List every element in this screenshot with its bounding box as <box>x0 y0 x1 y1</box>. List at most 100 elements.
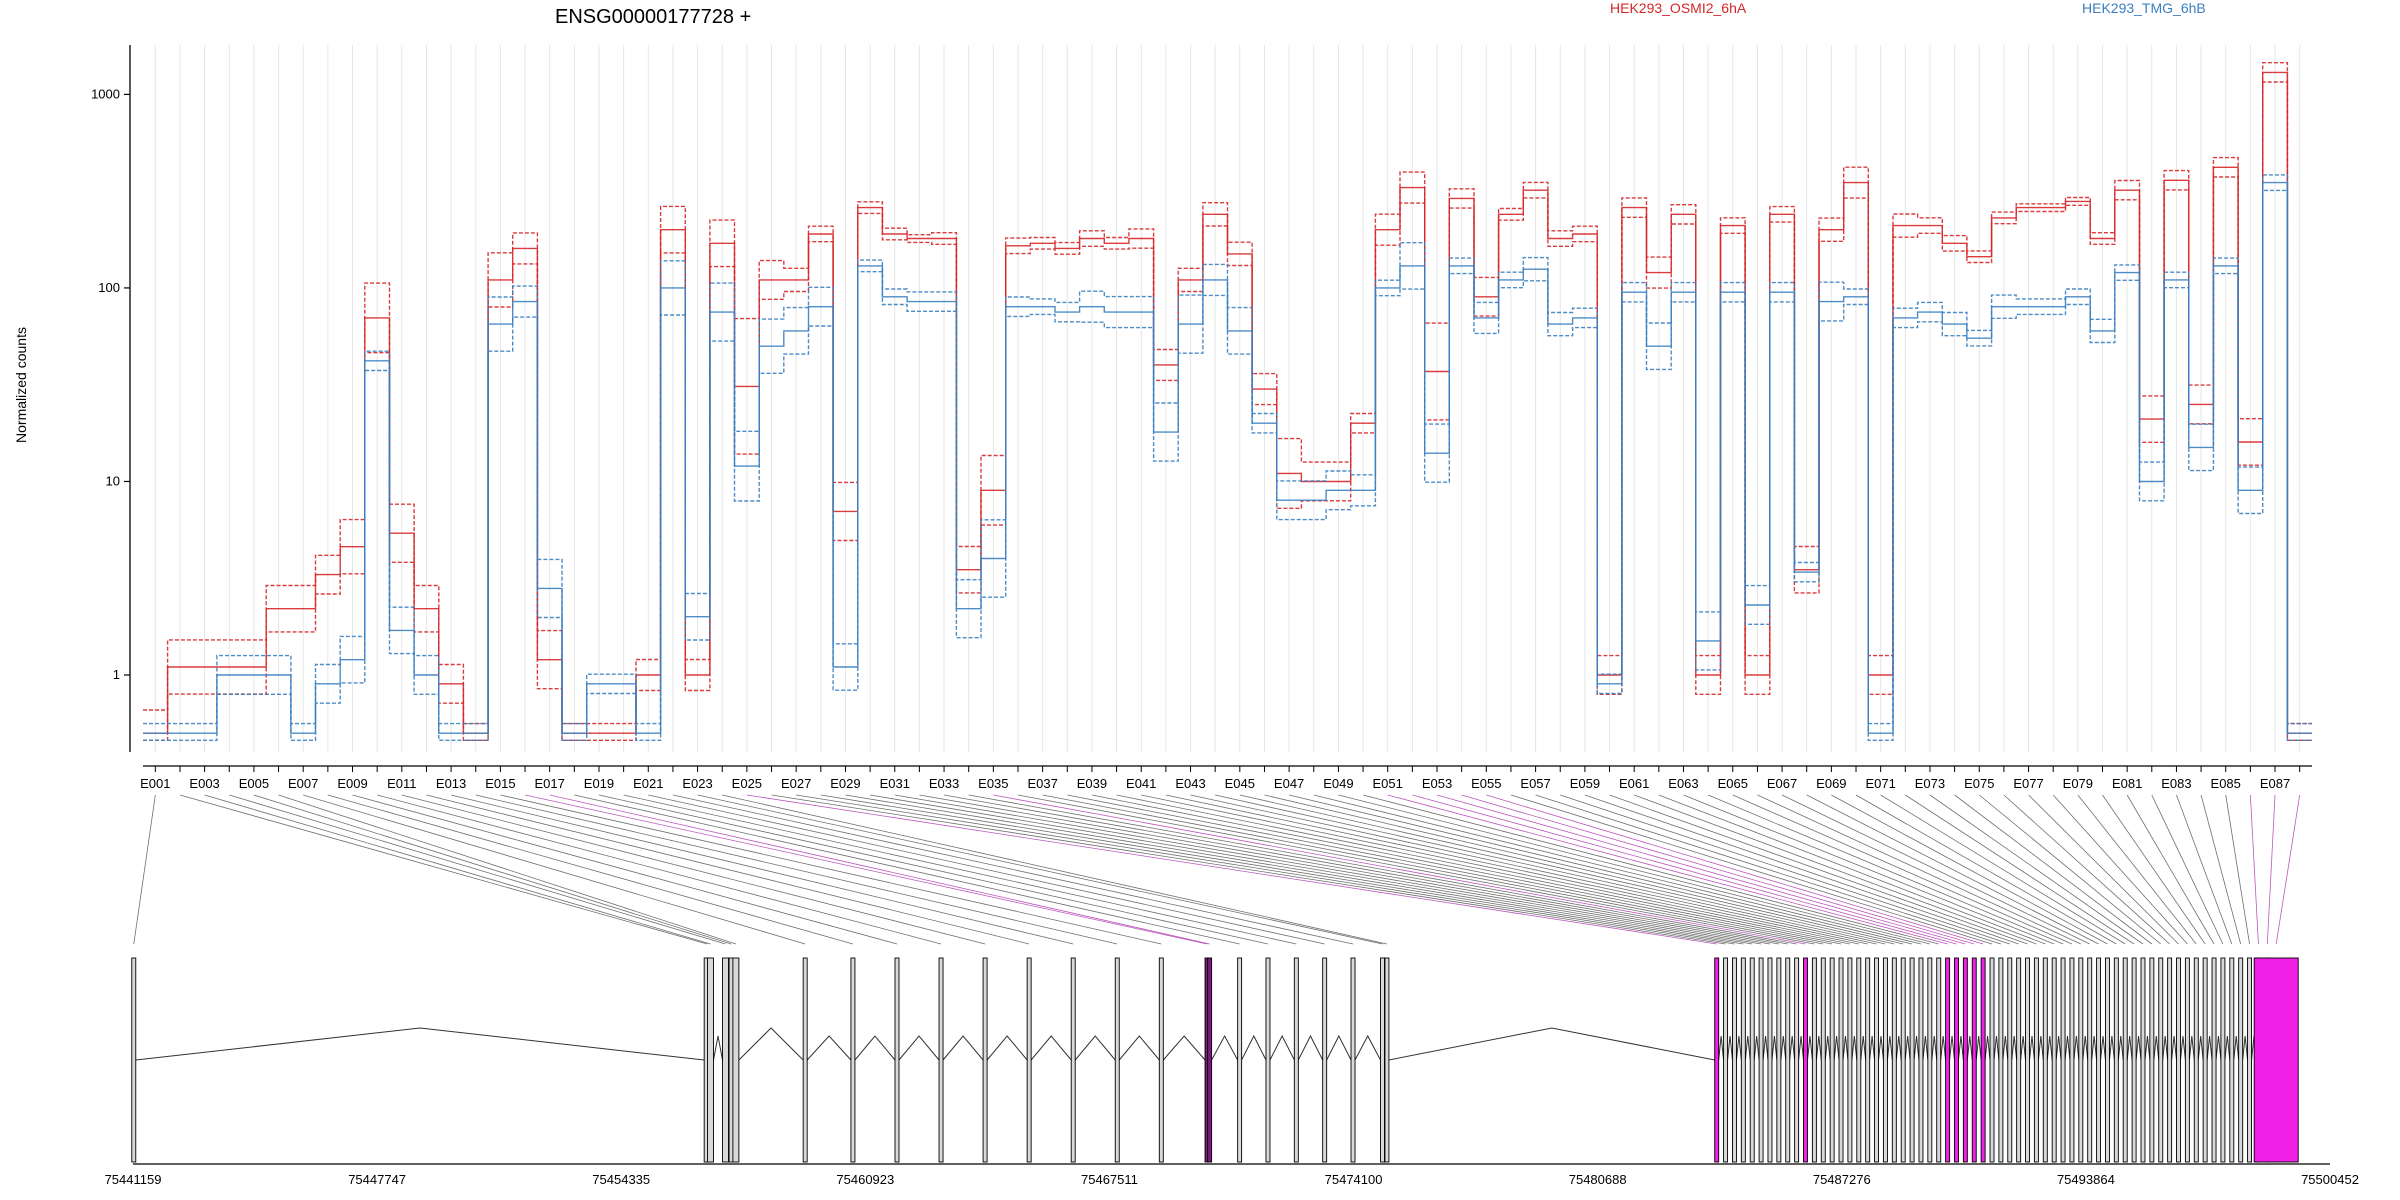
intron <box>1762 1035 1769 1061</box>
exon-connector <box>2275 794 2301 945</box>
exon-tick-label: E041 <box>1126 776 1156 791</box>
series-line <box>143 181 2312 734</box>
exon-box <box>1945 957 1951 1163</box>
exon-tick-label: E075 <box>1964 776 1994 791</box>
exon-tick-label: E039 <box>1077 776 1107 791</box>
exon-box <box>2131 957 2137 1163</box>
exon-box <box>982 957 988 1163</box>
exon-connector <box>1165 794 1868 945</box>
series-line <box>143 81 2312 741</box>
exon-tick-label: E033 <box>929 776 959 791</box>
exon-box <box>2105 957 2110 1163</box>
exon-tick-label: E003 <box>189 776 219 791</box>
intron <box>2064 1035 2071 1061</box>
exon-box <box>2113 957 2119 1163</box>
exon-box <box>1900 957 1906 1163</box>
exon-connector <box>2225 794 2250 945</box>
genomic-tick-label: 75493864 <box>2057 1172 2115 1187</box>
exon-connector <box>820 794 1744 945</box>
intron <box>1771 1035 1778 1061</box>
exon-box <box>1767 957 1773 1163</box>
exon-connector <box>1141 794 1859 945</box>
genomic-tick-label: 75447747 <box>348 1172 406 1187</box>
exon-connector <box>1979 794 2161 945</box>
exon-box <box>2220 957 2226 1163</box>
exon-tick-label: E069 <box>1816 776 1846 791</box>
intron <box>1744 1035 1751 1061</box>
exon-box <box>1989 957 1995 1163</box>
intron <box>1162 1035 1206 1061</box>
intron <box>1718 1035 1725 1061</box>
exon-box <box>1758 957 1764 1163</box>
exon-tick-label: E061 <box>1619 776 1649 791</box>
exon-gridlines <box>154 45 2301 752</box>
exon-tick-label: E037 <box>1027 776 1057 791</box>
exon-box <box>850 957 856 1163</box>
exon-connector <box>500 794 1162 945</box>
exon-box <box>2149 957 2155 1163</box>
exon-connector <box>870 794 1762 945</box>
exon-tick-label: E071 <box>1865 776 1895 791</box>
intron <box>1895 1035 1902 1061</box>
exon-box <box>2184 957 2190 1163</box>
exon-box <box>1723 957 1729 1163</box>
exon-connectors <box>133 794 2301 945</box>
exon-box <box>2025 957 2030 1163</box>
exon-box <box>1265 957 1271 1163</box>
exon-connector <box>401 794 986 945</box>
exon-connector <box>179 794 708 945</box>
exon-box <box>2060 957 2066 1163</box>
intron <box>135 1027 705 1061</box>
exon-box <box>732 957 740 1163</box>
exon-box <box>1732 957 1737 1163</box>
exon-box <box>1891 957 1897 1163</box>
y-tick-label: 10 <box>106 473 120 488</box>
intron <box>2224 1035 2231 1061</box>
exon-box <box>1936 957 1942 1163</box>
exon-connector <box>204 794 711 945</box>
exon-connector <box>1535 794 2002 945</box>
exon-connector <box>1806 794 2099 945</box>
genomic-tick-label: 75480688 <box>1569 1172 1627 1187</box>
intron <box>942 1035 984 1061</box>
exon-connector <box>1338 794 1930 945</box>
exon-box <box>1237 957 1243 1163</box>
intron <box>2126 1035 2133 1061</box>
exon-box <box>2238 957 2244 1163</box>
exon-box <box>2202 957 2208 1163</box>
intron <box>1030 1035 1072 1061</box>
exon-tick-label: E079 <box>2063 776 2093 791</box>
exon-tick-label: E073 <box>1915 776 1945 791</box>
exon-connector <box>672 794 1354 945</box>
intron <box>1735 1035 1742 1061</box>
exon-tick-label: E065 <box>1718 776 1748 791</box>
genomic-tick-label: 75460923 <box>836 1172 894 1187</box>
exon-connector <box>2266 794 2276 945</box>
exon-connector <box>993 794 1806 945</box>
exon-box <box>707 957 714 1163</box>
gene-model <box>131 957 2299 1163</box>
exon-connector <box>1658 794 2046 945</box>
exon-box <box>2033 957 2039 1163</box>
intron <box>1118 1035 1160 1061</box>
exon-box <box>1158 957 1164 1163</box>
exon-connector <box>1239 794 1895 945</box>
y-axis: 1 10 100 1000 <box>91 45 131 752</box>
exon-connector <box>278 794 737 945</box>
intron <box>1851 1035 1858 1061</box>
exon-connector <box>524 794 1208 945</box>
intron <box>1326 1034 1352 1061</box>
exon-box <box>1847 957 1853 1163</box>
exon-tick-label: E049 <box>1323 776 1353 791</box>
exon-box <box>1749 957 1755 1163</box>
exon-box <box>1918 957 1924 1163</box>
legend-label-osmi2: HEK293_OSMI2_6hA <box>1610 0 1747 16</box>
exon-box <box>1776 957 1782 1163</box>
exon-tick-label: E055 <box>1471 776 1501 791</box>
intron <box>1807 1035 1813 1061</box>
genomic-tick-label: 75500452 <box>2301 1172 2359 1187</box>
intron <box>738 1027 804 1061</box>
exon-box <box>2078 957 2084 1163</box>
exon-box <box>1384 957 1390 1163</box>
